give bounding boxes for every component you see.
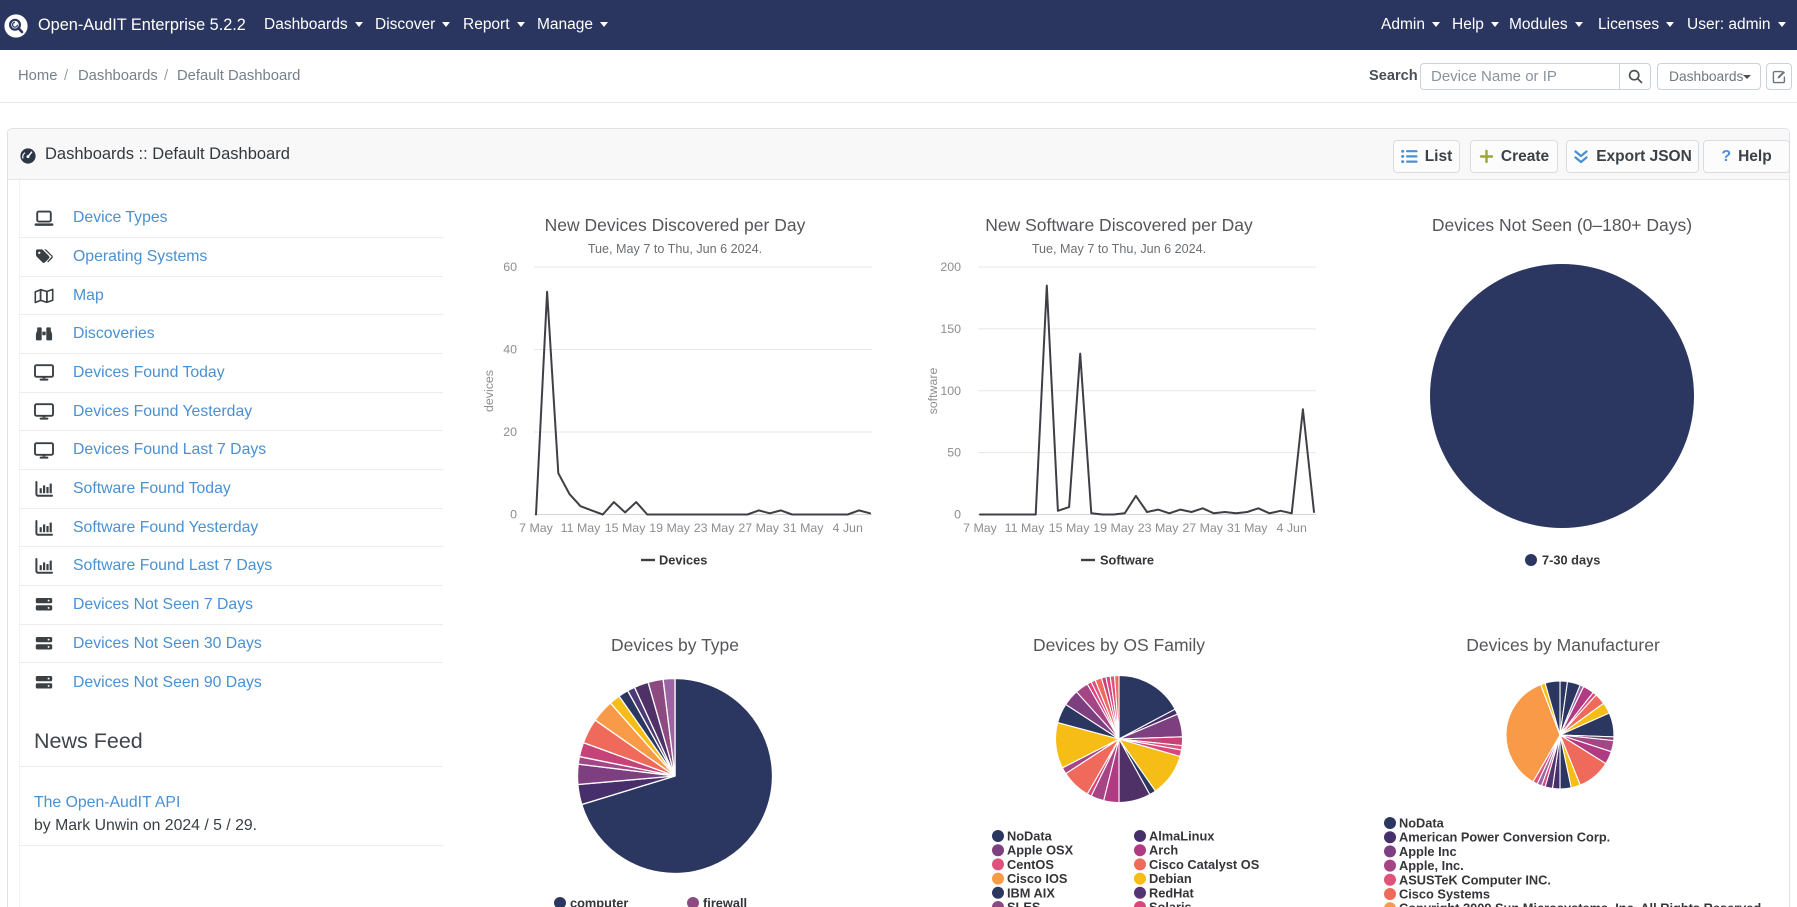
svg-text:60: 60 bbox=[503, 260, 517, 274]
svg-text:American Power Conversion Corp: American Power Conversion Corp. bbox=[1399, 830, 1610, 845]
svg-text:NoData: NoData bbox=[1399, 816, 1445, 831]
svg-text:Software: Software bbox=[1100, 553, 1154, 568]
svg-text:23 May: 23 May bbox=[1138, 521, 1179, 535]
svg-text:NoData: NoData bbox=[1007, 829, 1053, 844]
svg-text:31 May: 31 May bbox=[783, 521, 824, 535]
svg-text:firewall: firewall bbox=[703, 896, 747, 907]
svg-text:Devices by OS Family: Devices by OS Family bbox=[1033, 635, 1205, 655]
svg-text:0: 0 bbox=[510, 508, 517, 522]
svg-text:Devices Not Seen (0–180+ Days): Devices Not Seen (0–180+ Days) bbox=[1432, 215, 1692, 235]
svg-text:ASUSTeK Computer INC.: ASUSTeK Computer INC. bbox=[1399, 872, 1551, 887]
svg-text:27 May: 27 May bbox=[738, 521, 779, 535]
svg-text:15 May: 15 May bbox=[605, 521, 646, 535]
svg-text:New Software Discovered per Da: New Software Discovered per Day bbox=[985, 215, 1253, 235]
svg-text:devices: devices bbox=[482, 370, 496, 412]
svg-text:Debian: Debian bbox=[1149, 871, 1192, 886]
svg-text:Solaris: Solaris bbox=[1149, 900, 1192, 907]
svg-text:Tue, May 7 to Thu, Jun 6 2024.: Tue, May 7 to Thu, Jun 6 2024. bbox=[1032, 242, 1206, 256]
svg-text:RedHat: RedHat bbox=[1149, 885, 1195, 900]
svg-text:Devices by Manufacturer: Devices by Manufacturer bbox=[1466, 635, 1660, 655]
svg-text:Apple, Inc.: Apple, Inc. bbox=[1399, 858, 1464, 873]
svg-text:SLES: SLES bbox=[1007, 900, 1041, 907]
svg-text:Devices by Type: Devices by Type bbox=[611, 635, 739, 655]
svg-text:40: 40 bbox=[503, 343, 517, 357]
svg-text:Devices: Devices bbox=[659, 553, 707, 568]
svg-text:IBM AIX: IBM AIX bbox=[1007, 885, 1055, 900]
svg-text:computer: computer bbox=[570, 896, 628, 907]
svg-text:New Devices Discovered per Day: New Devices Discovered per Day bbox=[545, 215, 806, 235]
svg-text:23 May: 23 May bbox=[694, 521, 735, 535]
svg-text:Cisco Systems: Cisco Systems bbox=[1399, 887, 1490, 902]
svg-text:Apple OSX: Apple OSX bbox=[1007, 843, 1074, 858]
svg-text:7 May: 7 May bbox=[963, 521, 998, 535]
svg-text:CentOS: CentOS bbox=[1007, 857, 1054, 872]
svg-text:Copyright 2009 Sun Microsystem: Copyright 2009 Sun Microsystems, Inc. Al… bbox=[1399, 901, 1761, 907]
svg-text:Tue, May 7 to Thu, Jun 6 2024.: Tue, May 7 to Thu, Jun 6 2024. bbox=[588, 242, 762, 256]
svg-text:Cisco Catalyst OS: Cisco Catalyst OS bbox=[1149, 857, 1260, 872]
svg-text:AlmaLinux: AlmaLinux bbox=[1149, 829, 1215, 844]
svg-text:150: 150 bbox=[940, 322, 961, 336]
svg-text:Arch: Arch bbox=[1149, 843, 1178, 858]
svg-text:11 May: 11 May bbox=[1005, 521, 1046, 535]
svg-text:50: 50 bbox=[947, 446, 961, 460]
svg-text:200: 200 bbox=[940, 260, 961, 274]
svg-text:Apple Inc: Apple Inc bbox=[1399, 844, 1457, 859]
svg-text:15 May: 15 May bbox=[1049, 521, 1090, 535]
svg-text:0: 0 bbox=[954, 508, 961, 522]
svg-text:Cisco IOS: Cisco IOS bbox=[1007, 871, 1068, 886]
svg-text:19 May: 19 May bbox=[649, 521, 690, 535]
svg-text:software: software bbox=[926, 367, 940, 414]
svg-text:27 May: 27 May bbox=[1182, 521, 1223, 535]
svg-text:20: 20 bbox=[503, 425, 517, 439]
svg-text:7 May: 7 May bbox=[519, 521, 554, 535]
svg-text:7-30 days: 7-30 days bbox=[1542, 553, 1600, 568]
svg-text:11 May: 11 May bbox=[561, 521, 602, 535]
svg-text:31 May: 31 May bbox=[1227, 521, 1268, 535]
svg-text:4 Jun: 4 Jun bbox=[833, 521, 863, 535]
svg-text:100: 100 bbox=[940, 384, 961, 398]
svg-text:4 Jun: 4 Jun bbox=[1277, 521, 1307, 535]
svg-text:19 May: 19 May bbox=[1093, 521, 1134, 535]
